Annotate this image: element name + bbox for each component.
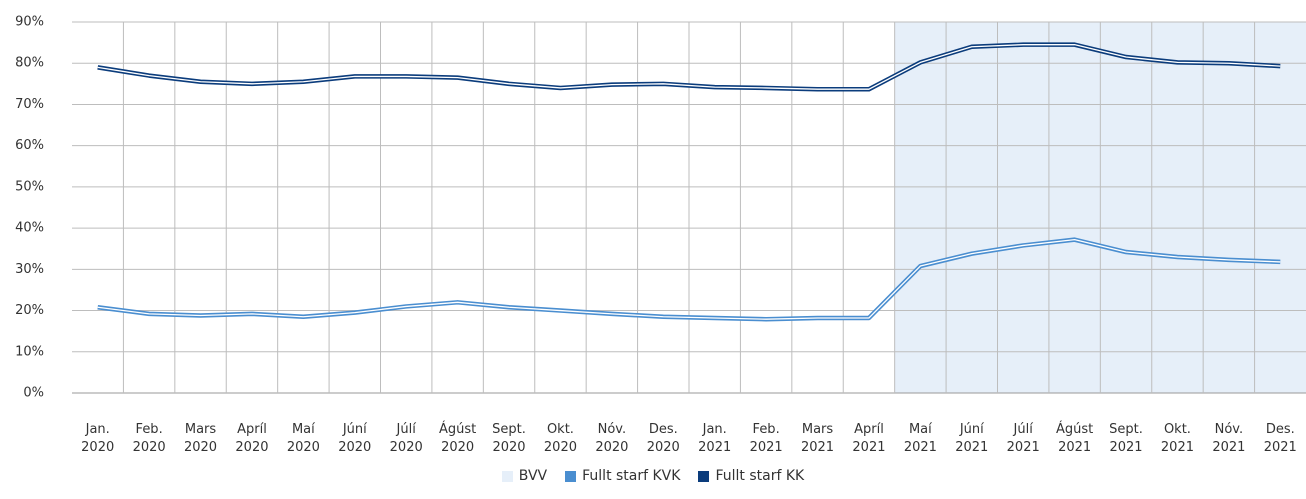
x-tick-label: Ágúst 2020 (438, 422, 477, 455)
shaded-period (997, 22, 1050, 393)
legend-label: Fullt starf KVK (582, 468, 681, 484)
x-tick-label: Sept. 2020 (492, 422, 526, 455)
legend: BVV Fullt starf KVK Fullt starf KK (0, 468, 1306, 484)
x-tick-label: Nóv. 2021 (1212, 422, 1246, 455)
x-tick-label: Okt. 2021 (1160, 422, 1194, 455)
series-line-inner (97, 44, 1281, 90)
shaded-period (1048, 22, 1101, 393)
x-tick-label: Okt. 2020 (543, 422, 577, 455)
shaded-period (1100, 22, 1153, 393)
x-tick-label: Des. 2021 (1263, 422, 1297, 455)
y-tick-label: 30% (15, 262, 44, 277)
legend-swatch (501, 470, 513, 482)
shaded-period (1151, 22, 1204, 393)
x-tick-label: Jan. 2021 (698, 422, 732, 455)
legend-swatch (565, 470, 577, 482)
shaded-period (1254, 22, 1306, 393)
y-tick-label: 80% (15, 56, 44, 71)
x-tick-label: Sept. 2021 (1109, 422, 1143, 455)
y-tick-label: 20% (15, 303, 44, 318)
x-tick-label: Ágúst 2021 (1055, 422, 1094, 455)
x-tick-label: Nóv. 2020 (595, 422, 629, 455)
x-tick-label: Júní 2021 (955, 422, 989, 455)
y-tick-label: 50% (15, 179, 44, 194)
x-tick-label: Des. 2020 (646, 422, 680, 455)
series-line-inner (97, 239, 1281, 320)
legend-item: BVV (501, 468, 548, 484)
x-tick-label: Maí 2021 (903, 422, 937, 455)
legend-swatch (698, 470, 710, 482)
shaded-period (894, 22, 947, 393)
y-tick-label: 60% (15, 138, 44, 153)
x-tick-label: Júlí 2021 (1006, 422, 1040, 455)
x-tick-label: Feb. 2020 (132, 422, 166, 455)
legend-label: Fullt starf KK (715, 468, 805, 484)
x-tick-label: Maí 2020 (286, 422, 320, 455)
legend-item: Fullt starf KVK (565, 468, 680, 484)
x-tick-label: Feb. 2021 (749, 422, 783, 455)
y-tick-label: 90% (15, 15, 44, 30)
x-tick-label: Jan. 2020 (81, 422, 115, 455)
x-tick-label: Apríl 2021 (852, 422, 886, 455)
y-tick-label: 70% (15, 97, 44, 112)
legend-item: Fullt starf KK (698, 468, 804, 484)
x-tick-label: Mars 2020 (183, 422, 218, 455)
shaded-period (946, 22, 998, 393)
y-tick-label: 10% (15, 344, 44, 359)
x-tick-label: Júlí 2020 (389, 422, 423, 455)
y-tick-label: 40% (15, 221, 44, 236)
x-tick-label: Apríl 2020 (235, 422, 269, 455)
background-layer (894, 22, 1306, 393)
x-tick-label: Mars 2021 (800, 422, 835, 455)
x-tick-label: Júní 2020 (338, 422, 372, 455)
y-tick-label: 0% (23, 386, 44, 401)
legend-label: BVV (518, 468, 548, 484)
shaded-period (1203, 22, 1256, 393)
